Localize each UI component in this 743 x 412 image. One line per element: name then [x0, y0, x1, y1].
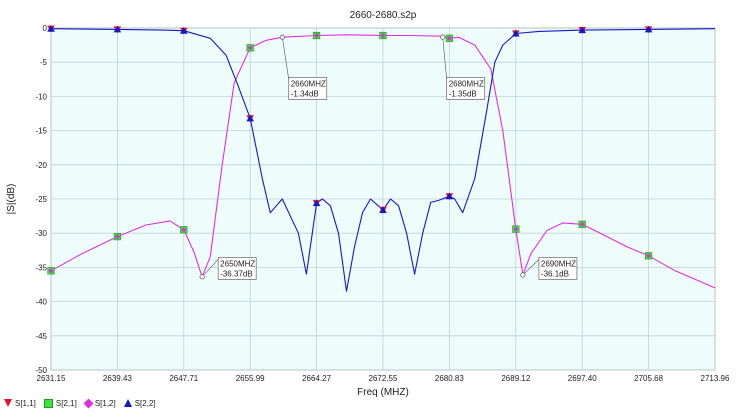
y-axis-label: |S|(dB)	[6, 184, 17, 215]
triangle-down-icon	[4, 399, 12, 407]
marker-s12	[247, 45, 253, 51]
y-tick-label: -30	[35, 229, 47, 238]
marker-box	[446, 77, 486, 100]
x-tick-label: 2655.99	[236, 374, 265, 383]
y-tick-label: -10	[35, 92, 47, 101]
legend: S[1,1] S[2,1] S[1,2] S[2,2]	[4, 396, 156, 410]
marker-s22	[512, 29, 520, 37]
marker-value-label: -36.1dB	[541, 269, 569, 278]
y-tick-label: -25	[35, 195, 47, 204]
marker-s12	[513, 226, 519, 232]
y-tick-label: 0	[43, 24, 48, 33]
y-tick-label: -35	[35, 263, 47, 272]
marker-freq-label: 2690MHZ	[541, 259, 576, 268]
legend-label: S[2,2]	[134, 398, 156, 408]
marker-box	[217, 256, 257, 280]
y-tick-label: -45	[35, 332, 47, 341]
marker-point	[279, 34, 285, 40]
marker-value-label: -1.35dB	[449, 89, 477, 98]
x-tick-label: 2631.15	[37, 374, 66, 383]
y-axis-ticks: 0 -5 -10 -15 -20 -25 -30 -35 -40 -45 -50	[35, 24, 47, 375]
x-axis-label: Freq (MHZ)	[357, 387, 409, 398]
x-axis-ticks: 2631.15 2639.43 2647.71 2655.99 2664.27 2672.…	[37, 374, 730, 383]
legend-item-s12[interactable]: S[1,2]	[83, 398, 116, 408]
marker-s12	[380, 32, 386, 39]
marker-point	[199, 274, 205, 280]
x-tick-label: 2639.43	[103, 374, 132, 383]
marker-s22	[179, 26, 188, 34]
marker-s12	[181, 227, 187, 233]
marker-s12	[579, 221, 585, 227]
marker-s22	[644, 25, 653, 33]
marker-s22	[312, 199, 321, 207]
x-tick-label: 2705.68	[634, 374, 663, 383]
marker-s12	[114, 234, 120, 240]
marker-s22	[113, 25, 122, 33]
marker-s12	[646, 253, 652, 259]
legend-item-s22[interactable]: S[2,2]	[123, 398, 156, 408]
x-tick-label: 2713.96	[701, 374, 730, 383]
marker-s22	[47, 24, 55, 32]
legend-label: S[2,1]	[55, 398, 77, 408]
triangle-up-icon	[123, 399, 132, 407]
diamond-icon	[83, 398, 94, 408]
marker-freq-label: 2650MHZ	[220, 259, 255, 268]
marker-leader	[522, 259, 540, 276]
marker-annotations: 2660MHZ-1.34dB 2680MHZ-1.35dB 2650MHZ-36.3…	[199, 34, 578, 280]
y-tick-label: -5	[40, 58, 48, 67]
marker-freq-label: 2680MHZ	[449, 79, 484, 88]
y-tick-label: -20	[35, 161, 47, 170]
legend-item-s11[interactable]: S[1,1]	[4, 399, 36, 408]
series-lines	[50, 28, 716, 292]
marker-s22	[578, 26, 587, 34]
marker-box	[288, 77, 328, 100]
marker-leader	[201, 259, 219, 277]
x-tick-label: 2672.55	[368, 374, 397, 383]
x-tick-label: 2697.40	[568, 374, 597, 383]
series-line-S[2,2]	[50, 28, 716, 292]
y-tick-label: -15	[35, 127, 47, 136]
grid-lines	[50, 27, 716, 371]
x-tick-label: 2680.83	[435, 374, 464, 383]
series-markers	[47, 24, 653, 275]
square-icon	[43, 398, 53, 408]
marker-point	[520, 272, 526, 278]
legend-item-s21[interactable]: S[2,1]	[43, 398, 77, 408]
marker-leader	[442, 37, 448, 80]
marker-s22	[246, 114, 254, 122]
marker-freq-label: 2660MHZ	[291, 79, 326, 88]
x-tick-label: 2664.27	[302, 374, 331, 383]
marker-s12	[48, 268, 54, 274]
x-tick-label: 2689.12	[501, 374, 530, 383]
marker-s22	[379, 206, 387, 213]
marker-s22	[445, 192, 454, 200]
legend-label: S[1,1]	[15, 398, 36, 408]
marker-box	[538, 256, 578, 280]
marker-leader	[282, 37, 290, 80]
marker-point	[440, 34, 446, 40]
series-line-S[1,2]	[50, 34, 716, 289]
marker-s12	[446, 35, 452, 41]
marker-value-label: -36.37dB	[220, 269, 252, 278]
y-tick-label: -50	[35, 366, 47, 375]
marker-value-label: -1.34dB	[291, 89, 319, 98]
x-tick-label: 2647.71	[169, 374, 198, 383]
y-tick-label: -40	[35, 298, 47, 307]
marker-s12	[313, 32, 320, 39]
legend-label: S[1,2]	[94, 398, 116, 408]
chart-title: 2660-2680.s2p	[350, 10, 417, 21]
